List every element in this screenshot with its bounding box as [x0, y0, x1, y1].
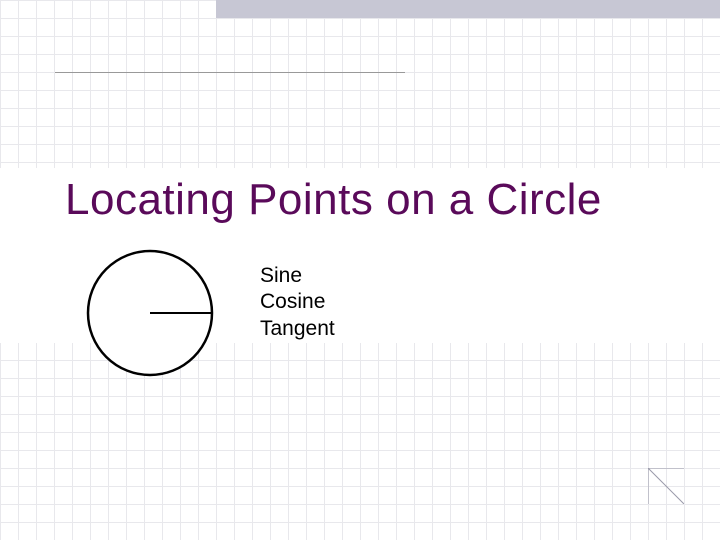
- top-accent-bar: [216, 0, 720, 18]
- horizontal-rule-top: [55, 72, 405, 73]
- subtitle-line: Sine: [260, 263, 335, 289]
- subtitle-list: Sine Cosine Tangent: [260, 263, 335, 342]
- subtitle-line: Tangent: [260, 316, 335, 342]
- slide-title: Locating Points on a Circle: [65, 175, 602, 225]
- corner-fold-icon: [648, 468, 684, 504]
- circle-diagram: [85, 248, 215, 378]
- subtitle-line: Cosine: [260, 289, 335, 315]
